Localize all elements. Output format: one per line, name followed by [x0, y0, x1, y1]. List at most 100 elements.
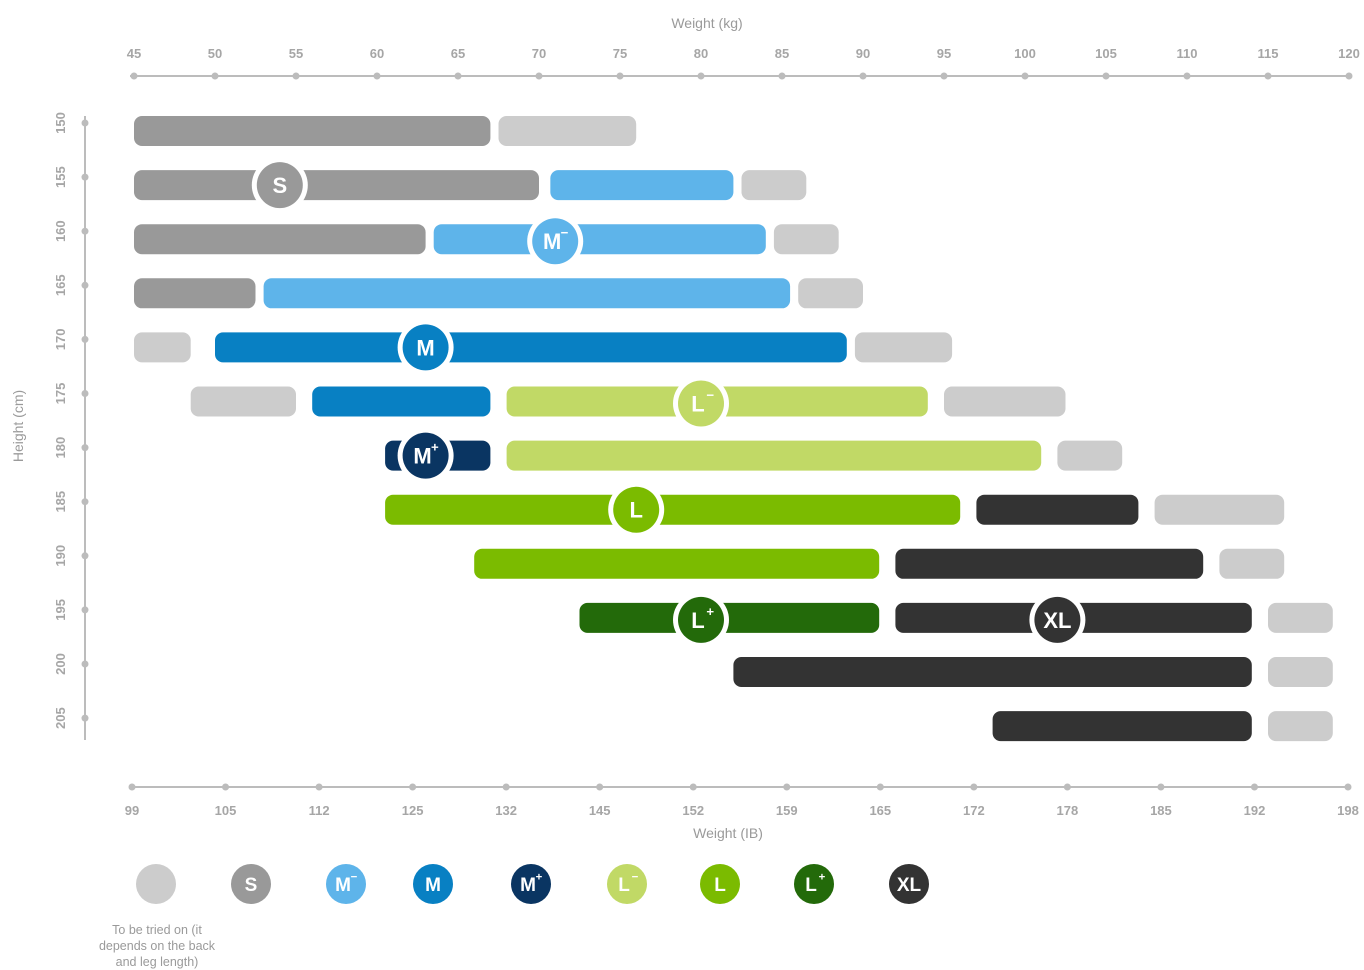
legend-item: L +	[794, 864, 834, 904]
legend-item-circle	[136, 864, 176, 904]
top-axis-tick	[1102, 72, 1110, 80]
left-axis-tick	[81, 552, 89, 560]
legend-caption: To be tried on (it depends on the back a…	[98, 923, 216, 969]
top-tick-label: 115	[1258, 46, 1279, 61]
bar-try	[1268, 602, 1333, 633]
left-tick-label: 200	[53, 653, 68, 675]
bottom-axis-tick	[970, 783, 978, 791]
bar-try	[1057, 440, 1123, 471]
top-axis-tick	[130, 72, 138, 80]
top-tick-label: 95	[937, 46, 951, 61]
legend: S M − M M + L − L L + XL	[136, 864, 929, 904]
size-badge-label: L	[629, 498, 642, 523]
top-tick-label: 50	[208, 46, 222, 61]
left-axis-tick	[81, 227, 89, 235]
left-tick-label: 170	[53, 329, 68, 351]
size-badge-label: L	[691, 608, 704, 633]
left-tick-label: 155	[53, 166, 68, 188]
bottom-tick-label: 112	[309, 803, 330, 818]
left-tick-label: 175	[53, 383, 68, 405]
legend-item-label: L	[805, 875, 817, 896]
left-axis-tick	[81, 660, 89, 668]
left-axis-tick	[81, 714, 89, 722]
size-badge-circle	[532, 218, 579, 265]
top-axis-tick	[211, 72, 219, 80]
legend-item-label: L	[714, 875, 726, 896]
left-tick-label: 165	[53, 274, 68, 296]
bar-S	[134, 278, 256, 309]
size-badge-label: S	[272, 173, 287, 198]
bar-try	[798, 278, 863, 309]
size-badge-circle	[402, 324, 449, 371]
bottom-axis-tick	[128, 783, 136, 791]
size-badge-sup: −	[706, 388, 714, 403]
left-axis-tick	[81, 335, 89, 343]
size-badge-sup: +	[706, 604, 714, 619]
left-axis-tick	[81, 119, 89, 127]
bottom-axis-tick	[1157, 783, 1165, 791]
top-tick-label: 45	[127, 46, 141, 61]
bar-M-minus	[263, 278, 791, 309]
bar-M-minus	[550, 170, 734, 201]
legend-item-circle	[700, 864, 740, 904]
left-axis-tick	[81, 444, 89, 452]
legend-item-sup: −	[632, 872, 639, 884]
legend-item-label: M	[520, 875, 536, 896]
top-axis-tick	[778, 72, 786, 80]
size-badge: L +	[673, 591, 729, 648]
bar-try	[134, 332, 191, 363]
bar-XL	[895, 548, 1204, 579]
axes-layer: 45 50 55 60 65 70 75 80 85 90 95 100 105 110 115 120 99 1…	[53, 46, 1360, 818]
legend-item: M	[413, 864, 453, 904]
bottom-tick-label: 159	[776, 803, 798, 818]
bar-M	[312, 386, 491, 417]
bar-try	[854, 332, 953, 363]
legend-item	[136, 864, 176, 904]
size-badge: XL	[1029, 591, 1086, 648]
left-tick-label: 205	[53, 707, 68, 729]
bottom-axis-tick	[1344, 783, 1352, 791]
top-axis-tick	[940, 72, 948, 80]
size-badge-sup: +	[431, 440, 439, 455]
legend-item: S	[231, 864, 271, 904]
bar-try	[741, 170, 807, 201]
legend-item-label: XL	[897, 875, 922, 896]
bar-S	[134, 170, 539, 201]
size-badge-sup: −	[561, 225, 569, 240]
bars-layer	[134, 116, 1333, 742]
bar-XL	[976, 494, 1139, 525]
bottom-axis-tick	[596, 783, 604, 791]
size-badge-circle	[678, 596, 724, 643]
bottom-tick-label: 125	[402, 803, 424, 818]
left-axis-tick	[81, 390, 89, 397]
legend-item: L −	[607, 864, 647, 904]
size-badge: M	[397, 319, 454, 376]
left-tick-label: 185	[53, 491, 68, 513]
legend-item-circle	[326, 864, 366, 904]
left-axis-tick	[81, 498, 89, 506]
badges-layer: SM −ML −M +LL + XL	[251, 157, 1086, 648]
size-badge-circle	[256, 162, 303, 209]
bottom-axis-tick	[783, 783, 791, 791]
top-tick-label: 70	[532, 46, 546, 61]
top-tick-label: 80	[694, 46, 708, 61]
left-tick-label: 180	[53, 437, 68, 459]
bottom-tick-label: 192	[1244, 803, 1266, 818]
top-tick-label: 85	[775, 46, 789, 61]
size-badge: L	[608, 481, 665, 538]
bottom-tick-label: 145	[589, 803, 611, 818]
top-tick-label: 65	[451, 46, 465, 61]
left-tick-label: 160	[53, 220, 68, 242]
size-badge-circle	[1034, 596, 1081, 643]
bottom-axis-tick	[502, 783, 510, 791]
legend-item: M −	[326, 864, 366, 904]
legend-item-circle	[231, 864, 271, 904]
top-tick-label: 100	[1014, 46, 1036, 61]
bottom-tick-label: 132	[495, 803, 517, 818]
top-axis-tick	[1021, 72, 1029, 80]
top-tick-label: 90	[856, 46, 870, 61]
legend-item-circle	[413, 864, 453, 904]
size-badge-circle	[613, 486, 660, 533]
top-axis-tick	[1264, 72, 1272, 80]
